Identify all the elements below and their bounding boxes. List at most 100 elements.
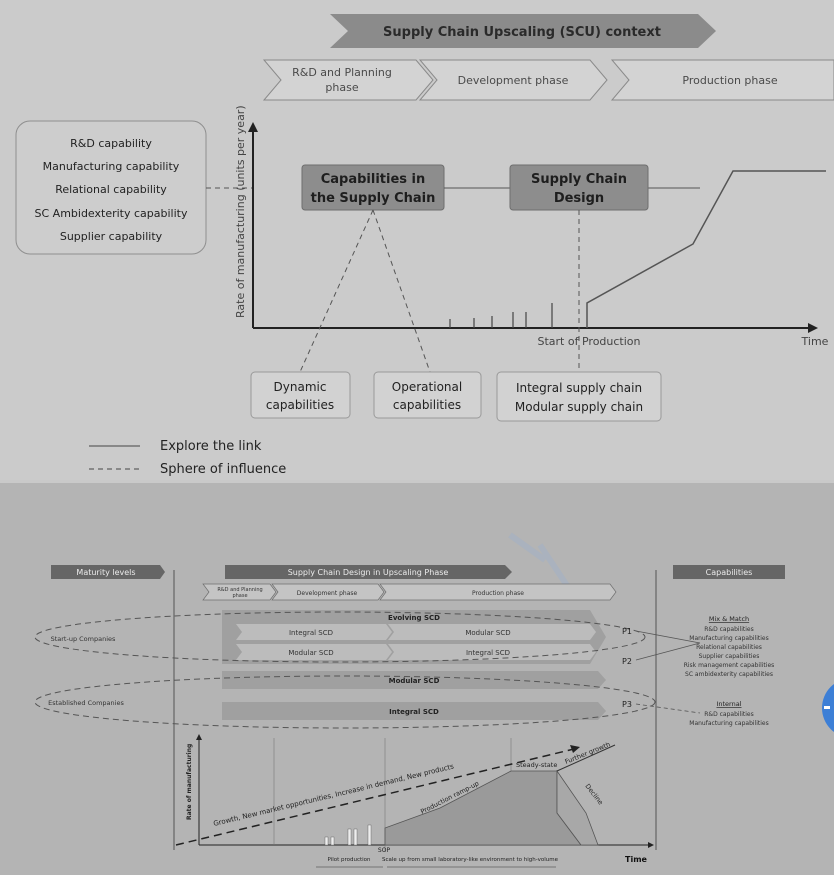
phase-development-label: Development phase <box>458 74 569 87</box>
supply-chain-types-box <box>496 371 662 422</box>
bottom-y-arrow <box>196 734 202 740</box>
mix-item: Supplier capabilities <box>699 653 760 660</box>
integral-scd-b-label: Integral SCD <box>466 649 510 657</box>
bottom-phase-chevron-production <box>379 583 617 601</box>
sop-label: SOP <box>378 847 391 854</box>
pilot-bars <box>449 303 553 328</box>
modular-supply-chain: Modular supply chain <box>515 400 643 414</box>
integral-scd-arrow <box>222 702 606 720</box>
p1-connector <box>635 630 701 644</box>
decline-area <box>556 769 599 846</box>
maturity-tag-label: Maturity levels <box>76 568 135 577</box>
modular-scd-arrow <box>222 671 606 689</box>
mix-item: SC ambidexterity capabilities <box>685 671 773 678</box>
established-label: Established Companies <box>48 699 124 707</box>
integral-scd-chevron-a <box>236 624 392 640</box>
pilot-small-bar <box>330 836 335 846</box>
operational-line2: capabilities <box>393 398 461 412</box>
dashed-to-operational <box>372 209 431 373</box>
capabilities-tag <box>673 565 785 579</box>
phase-chevron-rd <box>262 59 434 101</box>
p2-connector <box>635 642 701 661</box>
phase-chevron-development <box>418 59 608 101</box>
bottom-phase-chevron-rd <box>202 583 277 601</box>
evolving-scd-label: Evolving SCD <box>388 614 440 622</box>
scu-banner <box>330 14 716 48</box>
modular-scd-chevron-a <box>388 624 596 640</box>
bottom-y-axis-label: Rate of manufacturing <box>186 744 193 820</box>
capability-item: Relational capability <box>55 183 167 196</box>
legend-dashed-label: Sphere of influence <box>160 462 286 477</box>
scd-upscaling-banner-label: Supply Chain Design in Upscaling Phase <box>288 568 449 577</box>
mix-item: R&D capabilities <box>704 626 753 633</box>
integral-scd-a-label: Integral SCD <box>289 629 333 637</box>
scale-up-label: Scale up from small laboratory-like envi… <box>382 857 559 863</box>
dynamic-line1: Dynamic <box>274 380 327 394</box>
dynamic-capabilities-box <box>250 371 351 419</box>
manufacturing-growth-line <box>586 170 826 328</box>
capabilities-box-line2: the Supply Chain <box>311 191 436 206</box>
watermark-mark <box>508 532 573 592</box>
internal-item: R&D capabilities <box>704 711 753 718</box>
pilot-small-bar <box>347 828 352 846</box>
bottom-phase-rd-line1: R&D and Planning <box>217 587 262 593</box>
phase-rd-line1: R&D and Planning <box>292 66 392 79</box>
bottom-time-label: Time <box>625 855 648 864</box>
bottom-phase-rd-line2: phase <box>232 593 247 599</box>
pilot-small-bar <box>353 828 358 846</box>
operational-line1: Operational <box>392 380 462 394</box>
p3-label: P3 <box>622 700 632 709</box>
y-axis-label: Rate of manufacturing (units per year) <box>234 105 247 318</box>
internal-item: Manufacturing capabilities <box>689 720 768 727</box>
established-ellipse <box>34 675 656 729</box>
scu-banner-text: Supply Chain Upscaling (SCU) context <box>383 25 661 40</box>
pilot-small-bar <box>324 836 329 846</box>
further-growth-line <box>556 744 616 772</box>
growth-dashed-arrow <box>175 748 575 846</box>
integral-scd-full-label: Integral SCD <box>389 708 439 716</box>
pilot-production-label: Pilot production <box>327 857 371 863</box>
phase-rd-line2: phase <box>325 81 358 94</box>
mix-item: Relational capabilities <box>696 644 762 651</box>
scd-upscaling-banner <box>225 565 512 579</box>
capabilities-tag-label: Capabilities <box>706 568 753 577</box>
x-axis-arrow <box>808 323 818 333</box>
steady-state-label: Steady-state <box>516 761 557 769</box>
legend-solid-label: Explore the link <box>160 439 262 454</box>
p1-label: P1 <box>622 627 632 636</box>
bottom-phase-development: Development phase <box>297 590 358 597</box>
start-of-production-label: Start of Production <box>538 335 641 348</box>
modular-scd-chevron-b <box>236 644 392 660</box>
mix-item: Manufacturing capabilities <box>689 635 768 642</box>
capability-item: Supplier capability <box>60 230 163 243</box>
p3-connector <box>635 703 701 714</box>
dashed-to-dynamic <box>299 209 374 373</box>
capabilities-box-line1: Capabilities in <box>321 172 426 187</box>
capability-item: SC Ambidexterity capability <box>35 207 188 220</box>
dynamic-line2: capabilities <box>266 398 334 412</box>
capability-item: R&D capability <box>70 137 152 150</box>
bottom-phase-production: Production phase <box>472 590 524 597</box>
scd-box-line2: Design <box>554 191 604 206</box>
operational-capabilities-box <box>373 371 482 419</box>
scd-box-line1: Supply Chain <box>531 172 627 187</box>
bottom-phase-chevron-development <box>271 583 385 601</box>
modular-scd-a-label: Modular SCD <box>465 629 510 637</box>
mix-match-title: Mix & Match <box>709 615 749 623</box>
pilot-small-bar <box>367 824 372 846</box>
phase-chevron-production <box>610 59 834 101</box>
startup-ellipse <box>34 611 646 663</box>
phase-production-label: Production phase <box>682 74 777 87</box>
modular-scd-full-label: Modular SCD <box>389 677 440 685</box>
capability-item: Manufacturing capability <box>43 160 180 173</box>
modular-scd-b-label: Modular SCD <box>288 649 333 657</box>
p2-label: P2 <box>622 657 632 666</box>
startup-label: Start-up Companies <box>51 635 116 643</box>
floating-button-icon <box>824 706 830 709</box>
growth-arrow-head <box>570 745 580 753</box>
mix-item: Risk management capabilities <box>684 662 775 669</box>
internal-title: Internal <box>716 700 741 708</box>
integral-supply-chain: Integral supply chain <box>516 381 642 395</box>
